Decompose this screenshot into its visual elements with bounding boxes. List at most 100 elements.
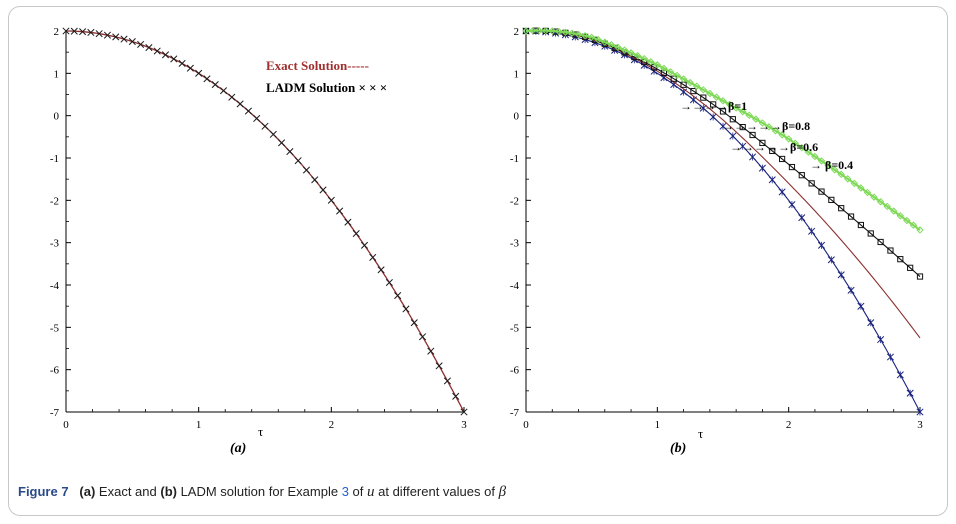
- chart-a-y-tick-label: 1: [54, 68, 60, 80]
- chart-a-ladm-point: [352, 230, 360, 238]
- chart-b-series-point-2: [887, 247, 894, 254]
- chart-b-series-point-2: [739, 123, 746, 131]
- chart-b-series-point-3: [844, 175, 852, 183]
- chart-b-series-point-3: [732, 104, 740, 112]
- chart-a-y-tick-label: 2: [54, 26, 60, 38]
- chart-a-y-tick-label: -4: [50, 280, 60, 292]
- chart-b-y-tick-label: -7: [510, 407, 520, 419]
- chart-b-beta-annotation: →→→→→β=0.6: [730, 140, 818, 154]
- chart-b-series-point-3: [745, 111, 753, 120]
- chart-b-series-point-3: [850, 179, 859, 188]
- chart-b-series-point-3: [896, 212, 905, 220]
- chart-b-series-point-2: [749, 131, 756, 139]
- chart-a-x-tick-label: 3: [461, 419, 467, 431]
- chart-b-series-point-3: [561, 28, 570, 36]
- chart-a-ladm-point: [236, 100, 244, 108]
- chart-b-series-point-3: [830, 166, 839, 174]
- chart-a-ladm-point: [161, 51, 170, 59]
- chart-b-series-point-3: [555, 27, 563, 36]
- chart-a-ladm-point: [377, 266, 385, 274]
- example-ref-link[interactable]: 3: [341, 484, 349, 499]
- chart-b-series-point-3: [765, 123, 773, 131]
- chart-b-svg: 210-1-2-3-4-5-6-70 1 2 3→→→→β=1→→→→→β=0.8→→…: [510, 26, 924, 456]
- chart-a-ladm-point: [95, 30, 103, 38]
- chart-b-x-tick-label: 2: [786, 419, 792, 431]
- chart-b-y-tick-label: -6: [510, 365, 520, 377]
- chart-b-series-point-3: [673, 71, 681, 80]
- chart-a-ladm-point: [443, 377, 451, 385]
- chart-b-y-tick-label: -4: [510, 280, 520, 292]
- chart-b-series-point-3: [528, 26, 537, 35]
- chart-a-ladm-point: [369, 253, 377, 261]
- chart-b-series-point-2: [719, 108, 727, 115]
- chart-b-series-point-3: [837, 170, 845, 179]
- chart-a-x-axis-label: τ: [258, 424, 263, 439]
- chart-b-series-point-3: [706, 89, 714, 98]
- chart-b-x-tick-label: 0: [523, 419, 529, 431]
- chart-a-ladm-point: [286, 147, 294, 156]
- chart-b-series-point-3: [863, 188, 872, 197]
- chart-b-beta-annotation: →→→→→β=0.8: [722, 119, 810, 133]
- chart-a-ladm-point: [219, 87, 228, 95]
- chart-b-series-point-2: [847, 213, 855, 220]
- chart-a-ladm-point: [62, 27, 70, 35]
- chart-a-ladm-point: [228, 93, 236, 101]
- caption-text-d: at different values of: [374, 484, 499, 499]
- chart-a-ladm-point: [145, 43, 153, 52]
- chart-a-ladm-point: [435, 362, 443, 370]
- chart-a-ladm-point: [278, 139, 286, 147]
- chart-a-ladm-point: [70, 27, 78, 35]
- chart-b-series-point-2: [779, 155, 786, 163]
- chart-a-y-tick-label: -2: [50, 195, 59, 207]
- chart-b-series-point-2: [759, 139, 766, 147]
- chart-a-ladm-point: [244, 107, 252, 115]
- chart-b-series-point-3: [666, 68, 675, 76]
- chart-b-series-point-3: [903, 216, 911, 225]
- chart-b-series-point-3: [640, 54, 648, 63]
- chart-a-y-tick-label: -3: [50, 238, 60, 250]
- chart-a-ladm-point: [327, 196, 335, 204]
- chart-b-series-point-3: [647, 58, 655, 66]
- chart-b-y-tick-label: 2: [514, 26, 520, 38]
- chart-a-x-tick-label: 0: [63, 419, 69, 431]
- chart-a-ladm-point: [460, 408, 468, 416]
- chart-b-series-point-3: [784, 135, 793, 143]
- chart-b-series-point-2: [828, 196, 835, 203]
- chart-a-y-tick-label: -5: [50, 322, 60, 334]
- chart-b-series-point-3: [568, 29, 576, 37]
- chart-b-series-point-2: [818, 188, 825, 195]
- chart-b-x-tick-label: 1: [655, 419, 661, 431]
- chart-b-series-point-3: [686, 78, 694, 87]
- chart-a-ladm-point: [211, 81, 219, 89]
- chart-b-panel-label: (b): [670, 441, 686, 456]
- chart-b-y-tick-label: -1: [510, 153, 519, 165]
- chart-b-series-point-3: [870, 193, 878, 201]
- chart-b-series-point-3: [587, 33, 596, 42]
- chart-b-series-point-2: [700, 94, 707, 101]
- chart-b-series-point-3: [679, 75, 688, 83]
- chart-b-series-point-2: [808, 180, 815, 187]
- chart-a-ladm-point: [261, 122, 269, 130]
- chart-b-series-point-2: [769, 147, 776, 155]
- chart-b-series-point-3: [824, 161, 832, 170]
- chart-a-ladm-point: [410, 319, 418, 327]
- chart-b-series-point-3: [548, 27, 556, 35]
- chart-b-series-point-3: [771, 127, 780, 135]
- chart-b-series-point-3: [817, 157, 826, 165]
- chart-b-series-point-3: [660, 64, 668, 73]
- chart-b-series-point-3: [916, 226, 924, 234]
- chart-a-legend-exact: Exact Solution-----: [266, 58, 369, 73]
- chart-a-ladm-point: [120, 35, 128, 43]
- chart-b-series-point-3: [535, 26, 543, 35]
- chart-b-series-point-3: [725, 100, 734, 109]
- caption-var-u: u: [367, 484, 375, 500]
- chart-b-series-point-2: [877, 238, 884, 246]
- chart-b-series-point-2: [916, 273, 924, 280]
- chart-a-y-tick-label: -7: [50, 407, 60, 419]
- chart-b-beta-annotation: → β=0.4: [810, 158, 853, 172]
- chart-a-ladm-point: [427, 347, 435, 355]
- figure-frame: [8, 6, 948, 516]
- chart-b-series-point-2: [798, 172, 805, 179]
- chart-a-ladm-point: [186, 64, 194, 72]
- chart-b-y-tick-label: -3: [510, 238, 520, 250]
